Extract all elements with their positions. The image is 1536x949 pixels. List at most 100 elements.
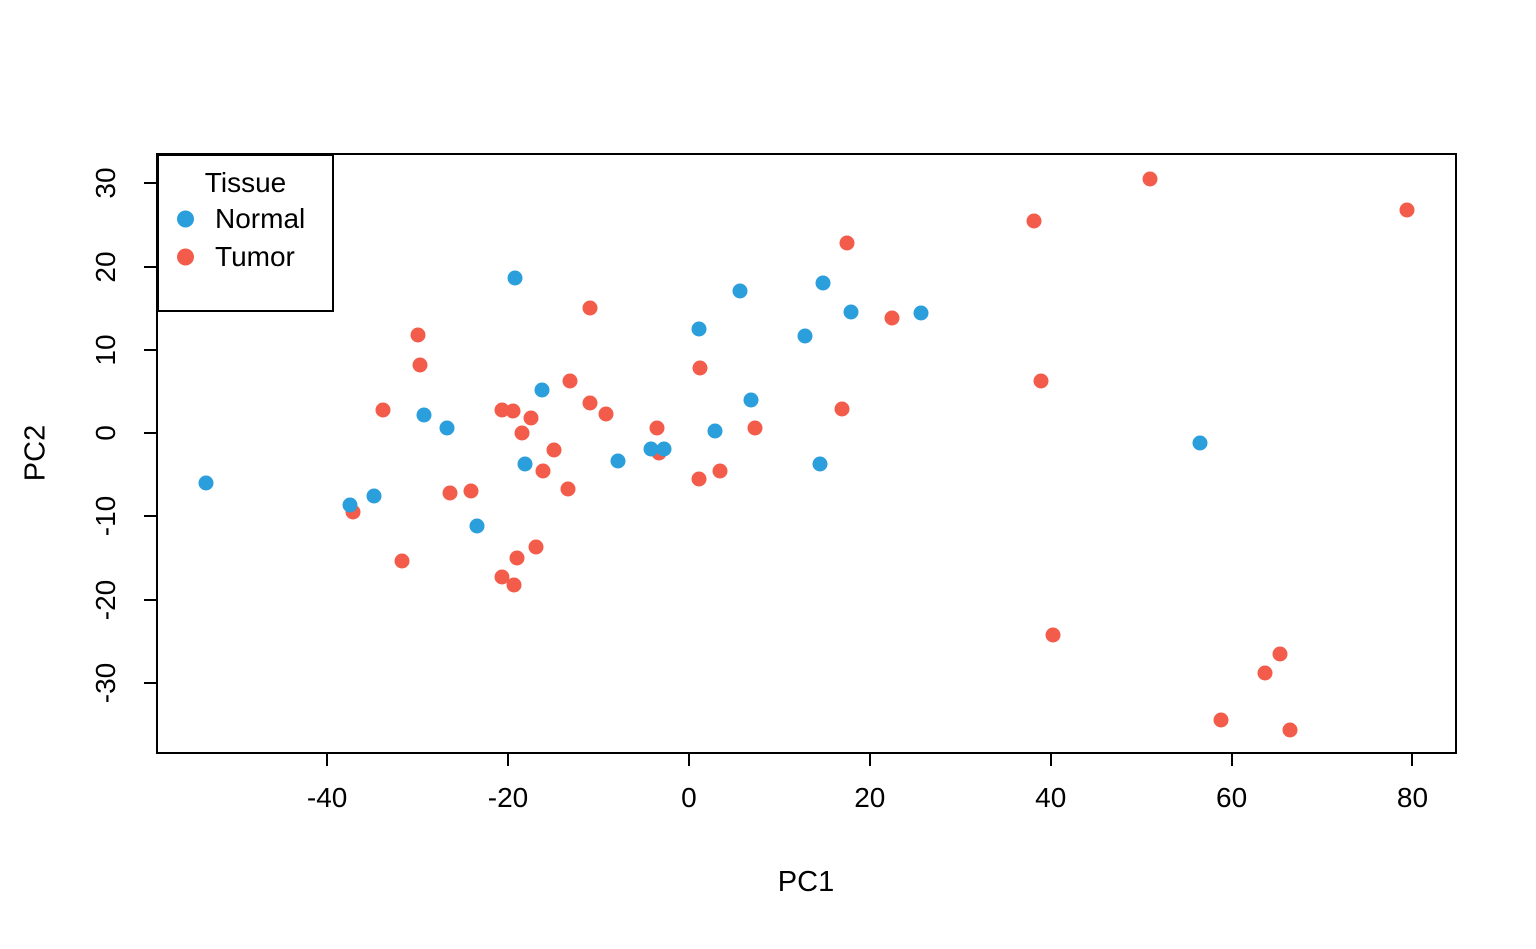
data-point-normal xyxy=(416,407,432,423)
x-axis-tick xyxy=(1049,754,1052,766)
data-point-tumor xyxy=(412,357,428,373)
y-axis-tick-label: 30 xyxy=(90,167,121,199)
x-axis-tick xyxy=(326,754,329,766)
data-point-tumor xyxy=(410,327,426,343)
data-point-tumor xyxy=(884,310,900,326)
data-point-tumor xyxy=(375,402,391,418)
legend-item-tumor: Tumor xyxy=(159,239,332,275)
data-point-tumor xyxy=(1272,646,1288,662)
y-axis-tick xyxy=(144,432,157,435)
y-axis-tick-label: 20 xyxy=(90,250,121,283)
x-axis-tick xyxy=(868,754,871,766)
data-point-normal xyxy=(198,475,214,491)
data-point-normal xyxy=(469,518,485,534)
x-axis-tick xyxy=(1230,754,1233,766)
data-point-tumor xyxy=(560,481,576,497)
data-point-normal xyxy=(366,488,382,504)
data-point-normal xyxy=(843,304,859,320)
legend-label: Tumor xyxy=(215,241,295,272)
data-point-normal xyxy=(517,456,533,472)
x-axis-tick-label: 40 xyxy=(1035,782,1067,813)
data-point-tumor xyxy=(442,485,458,501)
data-point-normal xyxy=(732,283,748,299)
x-axis-tick-label: -40 xyxy=(306,782,348,813)
legend-marker-icon xyxy=(177,248,194,266)
x-axis-tick xyxy=(507,754,510,766)
data-point-tumor xyxy=(1142,171,1158,187)
legend-label: Normal xyxy=(215,203,306,234)
data-point-normal xyxy=(643,441,659,457)
y-axis-title: PC2 xyxy=(19,424,52,482)
data-point-tumor xyxy=(649,420,665,436)
data-point-normal xyxy=(507,270,523,286)
data-point-tumor xyxy=(747,420,763,436)
legend: Tissue Normal Tumor xyxy=(157,154,334,312)
y-axis-tick xyxy=(144,598,157,601)
x-axis-tick-label: 60 xyxy=(1216,782,1248,813)
x-axis-tick-label: 80 xyxy=(1396,782,1429,813)
data-point-normal xyxy=(691,321,707,337)
x-axis-tick xyxy=(1411,754,1414,766)
data-point-tumor xyxy=(1213,712,1229,728)
y-axis-tick-label: -20 xyxy=(90,579,121,620)
data-point-tumor xyxy=(598,406,614,422)
data-point-tumor xyxy=(523,410,539,426)
data-point-tumor xyxy=(562,373,578,389)
data-point-tumor xyxy=(494,569,510,585)
x-axis-tick-label: -20 xyxy=(487,782,529,813)
data-point-normal xyxy=(797,328,813,344)
data-point-normal xyxy=(1192,435,1208,451)
legend-item-normal: Normal xyxy=(159,201,332,237)
data-point-tumor xyxy=(546,442,562,458)
data-point-normal xyxy=(815,275,831,291)
data-point-tumor xyxy=(691,471,707,487)
data-point-tumor xyxy=(834,401,850,417)
data-point-normal xyxy=(534,382,550,398)
y-axis-tick xyxy=(144,515,157,518)
data-point-tumor xyxy=(839,235,855,251)
data-point-tumor xyxy=(1282,722,1298,738)
data-point-normal xyxy=(610,453,626,469)
data-point-tumor xyxy=(692,360,708,376)
data-point-tumor xyxy=(505,403,521,419)
data-point-normal xyxy=(439,420,455,436)
data-point-tumor xyxy=(582,395,598,411)
data-point-normal xyxy=(743,392,759,408)
legend-marker-icon xyxy=(177,210,194,228)
data-point-normal xyxy=(656,441,672,457)
plot-area xyxy=(156,153,1457,754)
y-axis-tick-label: -30 xyxy=(90,662,121,704)
data-point-tumor xyxy=(1033,373,1049,389)
y-axis-tick-label: 10 xyxy=(90,334,121,366)
y-axis-tick xyxy=(144,265,157,268)
data-point-tumor xyxy=(509,550,525,566)
x-axis-title: PC1 xyxy=(777,866,835,898)
data-point-tumor xyxy=(1026,213,1042,229)
y-axis-tick xyxy=(144,182,157,185)
data-point-tumor xyxy=(535,463,551,479)
x-axis-tick-label: 20 xyxy=(854,782,886,813)
data-point-tumor xyxy=(1045,627,1060,643)
y-axis-tick-label: -10 xyxy=(90,496,121,537)
data-point-tumor xyxy=(506,577,522,593)
data-point-tumor xyxy=(463,483,479,499)
legend-items: Normal Tumor xyxy=(159,201,332,275)
x-axis-tick xyxy=(687,754,690,766)
data-point-tumor xyxy=(582,300,598,316)
y-axis-tick xyxy=(144,681,157,684)
data-point-tumor xyxy=(394,553,410,569)
data-point-normal xyxy=(913,305,929,321)
data-point-tumor xyxy=(1257,665,1273,681)
data-point-tumor xyxy=(528,539,544,555)
data-point-tumor xyxy=(514,425,530,441)
data-point-tumor xyxy=(1399,202,1415,218)
y-axis-tick-label: 0 xyxy=(90,425,121,441)
y-axis-tick xyxy=(144,348,157,351)
data-point-tumor xyxy=(712,463,728,479)
x-axis-tick-label: 0 xyxy=(681,782,697,813)
data-point-normal xyxy=(812,456,828,472)
legend-title: Tissue xyxy=(204,167,287,198)
data-point-normal xyxy=(707,423,723,439)
data-point-normal xyxy=(342,497,358,513)
